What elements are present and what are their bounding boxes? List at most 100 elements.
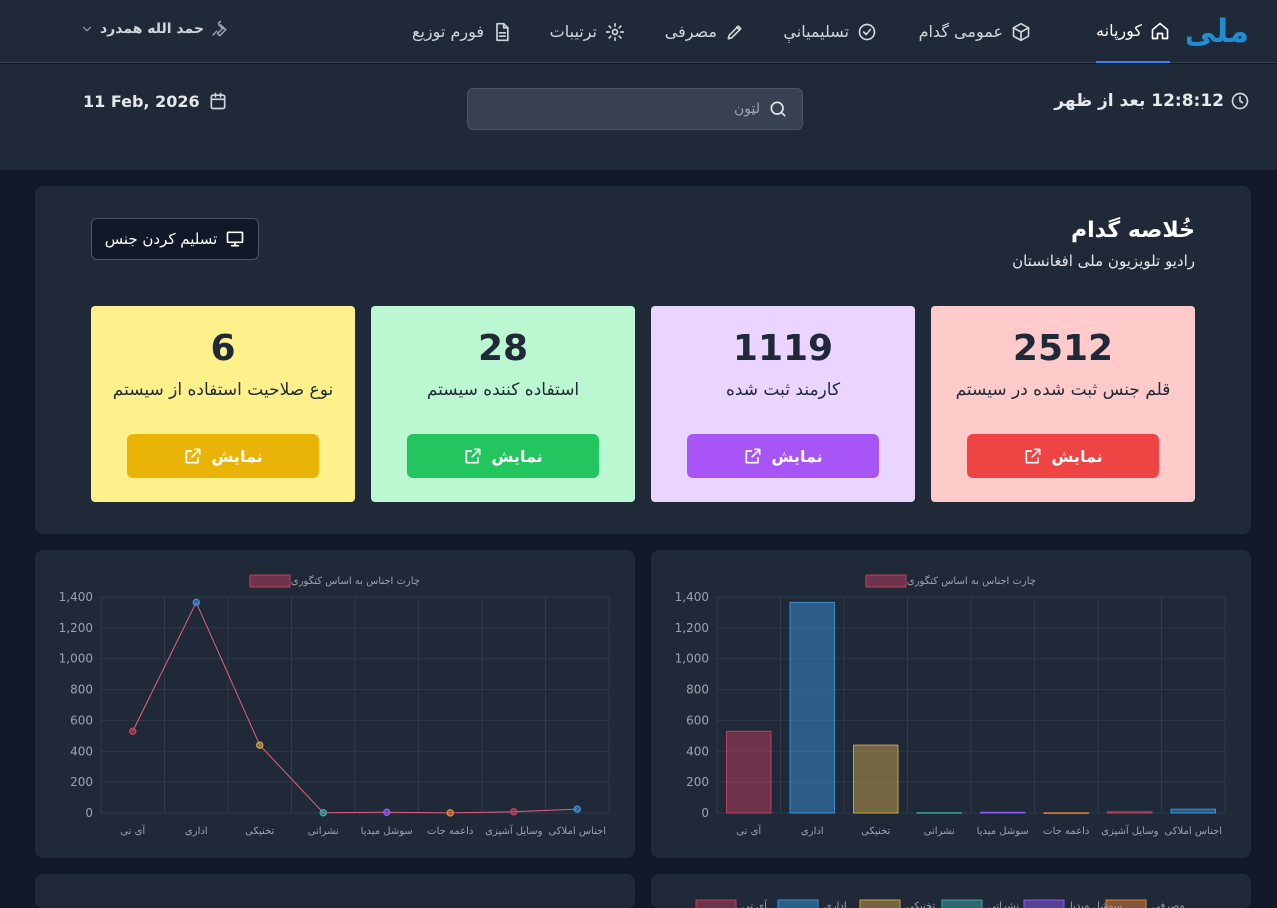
chart-panel-4: آی تی اداری تخنیکی نشراتی سوشل میدیا مصرفی: [651, 874, 1251, 908]
data-point[interactable]: [383, 808, 391, 816]
line-chart-panel: چارت اجناس به اساس کتگوری 0 200 400 600 800 1,…: [35, 550, 635, 858]
x-tick-label: سوشل میدیا: [977, 826, 1029, 837]
data-point[interactable]: [573, 805, 581, 813]
y-tick-label: 1,200: [59, 621, 93, 635]
external-link-icon: [465, 448, 481, 464]
x-tick-label: تخنیکی: [245, 826, 274, 837]
data-point[interactable]: [192, 598, 200, 607]
bar[interactable]: [853, 744, 899, 814]
legend-label: چارت اجناس به اساس کتگوری: [907, 575, 1036, 587]
legend-label: مصرفی: [1152, 901, 1185, 908]
date-display: 11 Feb, 2026: [83, 91, 228, 111]
date-text: 11 Feb, 2026: [83, 91, 200, 111]
bar-chart: چارت اجناس به اساس کتگوری 0 200 400 600 800 1,…: [675, 574, 1226, 837]
x-tick-label: داعمه جات: [427, 826, 473, 837]
legend-label: تخنیکی: [906, 901, 935, 908]
deliver-goods-button[interactable]: تسلیم کردن جنس: [91, 218, 259, 260]
y-tick-label: 800: [70, 683, 93, 697]
external-link-icon: [185, 448, 201, 464]
show-button[interactable]: نمایش: [407, 434, 599, 478]
legend-label: آی تی: [742, 899, 768, 908]
nav-item-consumables[interactable]: مصرفی: [665, 0, 745, 63]
x-tick-label: نشراتی: [924, 826, 955, 837]
search-box[interactable]: [467, 88, 803, 130]
user-menu[interactable]: حمد الله همدرد: [80, 20, 228, 38]
show-label: نمایش: [211, 446, 263, 466]
show-button[interactable]: نمایش: [967, 434, 1159, 478]
x-tick-label: سوشل میدیا: [361, 826, 413, 837]
x-tick-label: داعمه جات: [1043, 826, 1089, 837]
chart-legend: چارت اجناس به اساس کتگوری: [249, 574, 420, 588]
legend-label: نشراتی: [988, 901, 1019, 908]
bar[interactable]: [726, 730, 772, 814]
bar[interactable]: [1043, 812, 1089, 814]
nav-item-deliveries[interactable]: تسلیمیانې: [783, 0, 877, 63]
data-point[interactable]: [446, 809, 454, 817]
stat-card-users: 28 استفاده کننده سیستم نمایش: [371, 306, 635, 502]
nav-item-dashboard[interactable]: کورپانه: [1096, 0, 1170, 63]
home-icon: [1151, 22, 1169, 39]
legend-swatch: [249, 574, 291, 588]
deliver-goods-label: تسلیم کردن جنس: [104, 230, 218, 248]
search-input[interactable]: [500, 101, 760, 117]
box-icon: [1012, 22, 1030, 41]
bar[interactable]: [1107, 811, 1153, 814]
x-tick-label: تخنیکی: [861, 826, 890, 837]
y-tick-label: 0: [85, 806, 93, 820]
chart-legend: چارت اجناس به اساس کتگوری: [865, 574, 1036, 588]
y-tick-label: 200: [686, 775, 709, 789]
stat-card-employees: 1119 کارمند ثبت شده نمایش: [651, 306, 915, 502]
y-tick-label: 400: [70, 744, 93, 758]
legend-label: اداری: [824, 901, 847, 908]
data-point[interactable]: [510, 808, 518, 816]
pencil-icon: [727, 24, 742, 40]
bar[interactable]: [789, 601, 835, 814]
stat-label: نوع صلاحیت استفاده از سیستم: [112, 380, 334, 400]
bar[interactable]: [1170, 808, 1216, 814]
show-label: نمایش: [491, 446, 543, 466]
y-tick-label: 800: [686, 683, 709, 697]
bar[interactable]: [980, 811, 1026, 814]
bar[interactable]: [916, 812, 962, 814]
x-tick-label: وسایل آشپزی: [1101, 824, 1158, 837]
stat-label: استفاده کننده سیستم: [426, 380, 580, 400]
legend-swatch: [1105, 899, 1147, 908]
clock-icon: [1231, 92, 1249, 110]
y-tick-label: 1,400: [675, 590, 709, 604]
nav-item-general-store[interactable]: عمومی گدام: [919, 0, 1031, 63]
stat-value: 6: [210, 328, 236, 369]
data-point[interactable]: [319, 808, 327, 817]
chevron-down-icon: [82, 26, 92, 32]
y-tick-label: 1,000: [59, 652, 93, 666]
top-nav: ملی کورپانه عمومی گدام تسلیمیانې مصرفی ت…: [0, 0, 1277, 63]
nav-item-settings[interactable]: ترتیبات: [550, 0, 625, 63]
monitor-icon: [226, 231, 244, 247]
nav-label: فورم توزیع: [411, 22, 484, 41]
user-name: حمد الله همدرد: [100, 21, 204, 37]
show-button[interactable]: نمایش: [127, 434, 319, 478]
legend-swatch: [941, 899, 983, 908]
show-button[interactable]: نمایش: [687, 434, 879, 478]
page-title: خُلاصه گدام: [1071, 218, 1195, 243]
nav-item-distribution-form[interactable]: فورم توزیع: [412, 0, 512, 63]
stat-value: 28: [477, 328, 529, 369]
y-tick-label: 600: [686, 713, 709, 727]
calendar-icon: [210, 92, 226, 110]
x-tick-label: آی تی: [120, 824, 146, 837]
chart-panel-3: [35, 874, 635, 908]
brand-logo[interactable]: ملی: [1187, 14, 1251, 48]
data-point[interactable]: [129, 727, 137, 735]
data-point[interactable]: [256, 741, 264, 749]
x-tick-label: نشراتی: [308, 826, 339, 837]
clock-text: 12:8:12 بعد از ظهر: [1054, 91, 1224, 111]
y-tick-label: 1,000: [675, 652, 709, 666]
page-subtitle: رادیو تلویزیون ملی افغانستان: [1012, 252, 1195, 270]
category-legend: آی تی اداری تخنیکی نشراتی سوشل میدیا مصرفی: [695, 899, 1185, 908]
line-chart: چارت اجناس به اساس کتگوری 0 200 400 600 800 1,…: [59, 574, 610, 837]
nav-label: تسلیمیانې: [783, 22, 849, 41]
x-tick-label: آی تی: [736, 824, 762, 837]
y-tick-label: 1,400: [59, 590, 93, 604]
x-tick-label: اداری: [185, 826, 208, 837]
sub-header: 12:8:12 بعد از ظهر 11 Feb, 2026: [0, 64, 1277, 170]
check-circle-icon: [858, 23, 876, 40]
